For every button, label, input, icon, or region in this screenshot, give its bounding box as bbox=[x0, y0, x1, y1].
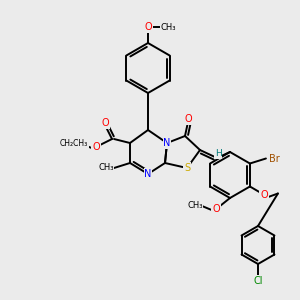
Text: H: H bbox=[214, 149, 221, 158]
Text: O: O bbox=[260, 190, 268, 200]
Text: O: O bbox=[212, 204, 220, 214]
Text: N: N bbox=[163, 138, 171, 148]
Text: N: N bbox=[144, 169, 152, 179]
Text: O: O bbox=[184, 114, 192, 124]
Text: CH₃: CH₃ bbox=[187, 202, 203, 211]
Text: O: O bbox=[144, 22, 152, 32]
Text: O: O bbox=[101, 118, 109, 128]
Text: O: O bbox=[92, 142, 100, 152]
Text: CH₂CH₃: CH₂CH₃ bbox=[60, 139, 88, 148]
Text: Br: Br bbox=[268, 154, 279, 164]
Text: S: S bbox=[184, 163, 190, 173]
Text: CH₃: CH₃ bbox=[98, 164, 114, 172]
Text: CH₃: CH₃ bbox=[160, 22, 176, 32]
Text: Cl: Cl bbox=[253, 276, 263, 286]
